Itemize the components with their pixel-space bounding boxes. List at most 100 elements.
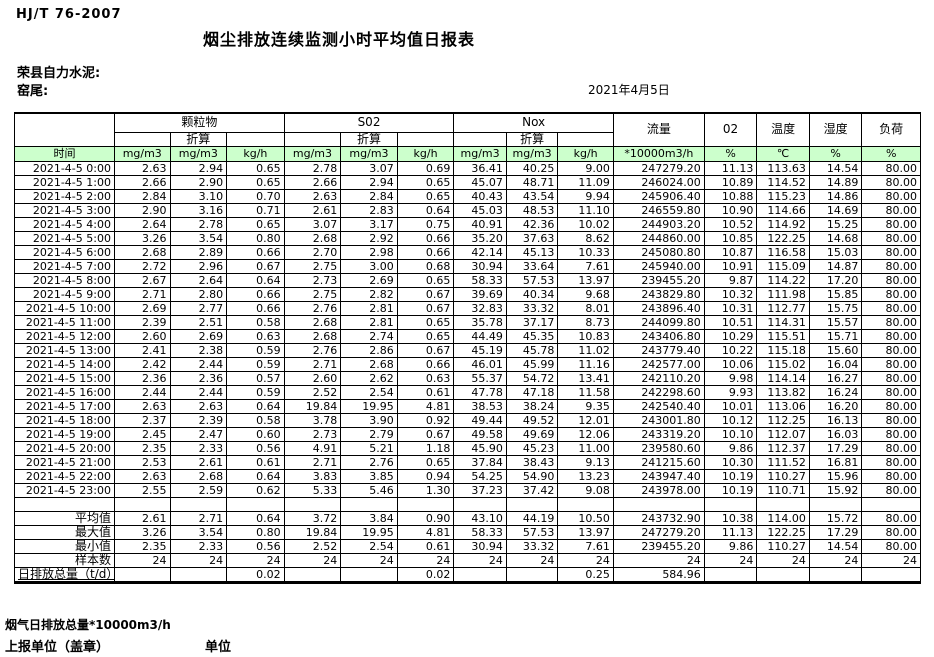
value-cell: 2.67 <box>113 272 171 288</box>
value-cell: 16.13 <box>808 412 863 428</box>
value-cell: 4.81 <box>396 524 455 540</box>
value-cell: 244860.00 <box>612 230 705 246</box>
table-row: 2021-4-5 20:00 2.35 2.33 0.56 4.91 5.21 1.18 45… <box>14 440 921 456</box>
value-cell: 13.97 <box>557 272 614 288</box>
value-cell: 48.53 <box>505 202 559 218</box>
value-cell: 2.33 <box>169 538 228 554</box>
value-cell: 49.52 <box>505 412 559 428</box>
page-title: 烟尘排放连续监测小时平均值日报表 <box>203 30 476 49</box>
value-cell: 0.65 <box>396 314 455 330</box>
value-cell: 2.84 <box>340 188 398 204</box>
value-cell: 0.67 <box>396 286 455 302</box>
value-cell: 9.93 <box>703 384 758 400</box>
value-cell: 37.17 <box>505 314 559 330</box>
value-cell: 45.23 <box>505 440 559 456</box>
value-cell: 58.33 <box>453 272 507 288</box>
value-cell: 0.65 <box>226 216 285 232</box>
value-cell: 2.62 <box>340 370 398 386</box>
value-cell: 0.71 <box>226 202 285 218</box>
value-cell: 47.78 <box>453 384 507 400</box>
value-cell: 2.78 <box>169 216 228 232</box>
value-cell: 2.68 <box>283 328 342 344</box>
value-cell: 9.00 <box>557 160 614 176</box>
value-cell: 2.63 <box>169 398 228 414</box>
table-row: 2021-4-5 23:00 2.55 2.59 0.62 5.33 5.46 1.30 37… <box>14 482 921 498</box>
value-cell: 14.54 <box>808 160 863 176</box>
value-cell: 42.36 <box>505 216 559 232</box>
table-row: 2021-4-5 14:00 2.42 2.44 0.59 2.71 2.68 0.66 46… <box>14 356 921 372</box>
value-cell: 24 <box>113 552 171 568</box>
table-row: 2021-4-5 8:00 2.67 2.64 0.64 2.73 2.69 0.65 58.… <box>14 272 921 288</box>
value-cell: 2.39 <box>113 314 171 330</box>
value-cell: 0.90 <box>396 510 455 526</box>
value-cell: 0.62 <box>226 482 285 498</box>
value-cell: 15.85 <box>808 286 863 302</box>
value-cell: 2.52 <box>283 538 342 554</box>
value-cell: 24 <box>169 552 228 568</box>
value-cell: 0.59 <box>226 384 285 400</box>
value-cell: 246024.00 <box>612 174 705 190</box>
value-cell: 2.71 <box>169 510 228 526</box>
value-cell: 10.02 <box>557 216 614 232</box>
value-cell: 30.94 <box>453 538 507 554</box>
value-cell: 46.01 <box>453 356 507 372</box>
value-cell: 0.92 <box>396 412 455 428</box>
row-label-cell: 2021-4-5 7:00 <box>14 258 115 274</box>
value-cell <box>113 566 171 583</box>
value-cell: 116.58 <box>756 244 810 260</box>
value-cell: 2.44 <box>169 356 228 372</box>
value-cell: 2.69 <box>340 272 398 288</box>
header-time: 时间 <box>14 145 115 162</box>
value-cell: 13.23 <box>557 468 614 484</box>
converted-label: 折算 <box>340 131 398 147</box>
value-cell: 2.69 <box>169 328 228 344</box>
value-cell: 243829.80 <box>612 286 705 302</box>
value-cell: 110.27 <box>756 538 810 554</box>
value-cell: 15.57 <box>808 314 863 330</box>
value-cell: 80.00 <box>861 258 921 274</box>
value-cell: 3.00 <box>340 258 398 274</box>
value-cell: 0.59 <box>226 356 285 372</box>
row-label-cell: 2021-4-5 22:00 <box>14 468 115 484</box>
company-name: 荣县自力水泥: <box>17 66 101 81</box>
value-cell: 2.35 <box>113 538 171 554</box>
row-label-cell: 2021-4-5 18:00 <box>14 412 115 428</box>
value-cell: 24 <box>703 552 758 568</box>
value-cell <box>396 496 455 512</box>
value-cell: 245940.00 <box>612 258 705 274</box>
value-cell: 2.73 <box>283 272 342 288</box>
value-cell: 37.23 <box>453 482 507 498</box>
value-cell: 80.00 <box>861 286 921 302</box>
value-cell: 80.00 <box>861 440 921 456</box>
value-cell: 24 <box>756 552 810 568</box>
value-cell: 15.71 <box>808 328 863 344</box>
value-cell: 45.03 <box>453 202 507 218</box>
units-header-row: 时间 mg/m3 mg/m3 kg/h mg/m3 mg/m3 kg/h mg/… <box>14 145 921 162</box>
value-cell <box>557 496 614 512</box>
row-label-cell: 2021-4-5 20:00 <box>14 440 115 456</box>
value-cell: 54.72 <box>505 370 559 386</box>
value-cell: 39.69 <box>453 286 507 302</box>
value-cell: 10.50 <box>557 510 614 526</box>
value-cell: 241215.60 <box>612 454 705 470</box>
value-cell: 2.41 <box>113 342 171 358</box>
blank-cell <box>226 131 285 147</box>
table-row: 2021-4-5 0:00 2.63 2.94 0.65 2.78 3.07 0.69 36.… <box>14 160 921 176</box>
row-label-cell: 2021-4-5 10:00 <box>14 300 115 316</box>
value-cell: 114.22 <box>756 272 810 288</box>
value-cell: 0.61 <box>396 538 455 554</box>
converted-label: 折算 <box>169 131 228 147</box>
value-cell: 80.00 <box>861 244 921 260</box>
value-cell: 24 <box>612 552 705 568</box>
value-cell: 45.99 <box>505 356 559 372</box>
value-cell: 10.19 <box>703 468 758 484</box>
value-cell: 2.68 <box>340 356 398 372</box>
value-cell: 3.26 <box>113 524 171 540</box>
value-cell: 33.32 <box>505 300 559 316</box>
value-cell: 0.66 <box>226 286 285 302</box>
value-cell: 80.00 <box>861 314 921 330</box>
table-row: 2021-4-5 15:00 2.36 2.36 0.57 2.60 2.62 0.63 55… <box>14 370 921 386</box>
value-cell: 10.22 <box>703 342 758 358</box>
value-cell: 57.53 <box>505 272 559 288</box>
value-cell: 2.52 <box>283 384 342 400</box>
